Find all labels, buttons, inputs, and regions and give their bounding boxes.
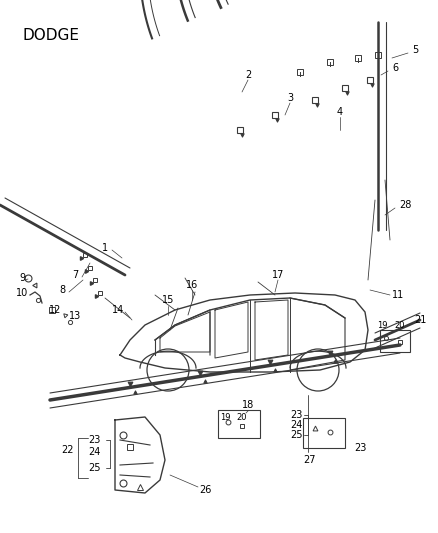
Text: 25: 25 [88, 463, 100, 473]
Text: 6: 6 [392, 63, 398, 73]
Text: 3: 3 [287, 93, 293, 103]
Text: 28: 28 [399, 200, 411, 210]
Text: 20: 20 [237, 414, 247, 423]
Text: 24: 24 [291, 420, 303, 430]
Text: 10: 10 [16, 288, 28, 298]
Text: 19: 19 [220, 414, 230, 423]
Bar [218, 410, 260, 438]
Text: 1: 1 [102, 243, 108, 253]
Bar [355, 55, 361, 61]
Text: DODGE: DODGE [22, 28, 79, 43]
Text: 23: 23 [88, 435, 100, 445]
Text: 7: 7 [72, 270, 78, 280]
Text: 16: 16 [186, 280, 198, 290]
Bar [380, 330, 410, 352]
Text: 4: 4 [337, 107, 343, 117]
Text: 11: 11 [392, 290, 404, 300]
Text: 24: 24 [88, 447, 100, 457]
Text: 2: 2 [245, 70, 251, 80]
Text: 18: 18 [242, 400, 254, 410]
Text: 26: 26 [199, 485, 211, 495]
Text: 21: 21 [414, 315, 426, 325]
Text: 23: 23 [354, 443, 366, 453]
Text: 14: 14 [112, 305, 124, 315]
Bar [297, 69, 303, 75]
Text: 23: 23 [291, 410, 303, 420]
Text: 8: 8 [59, 285, 65, 295]
Text: 19: 19 [377, 321, 387, 330]
Text: 27: 27 [304, 455, 316, 465]
Text: 22: 22 [62, 445, 74, 455]
Text: 5: 5 [412, 45, 418, 55]
Bar [303, 418, 345, 448]
Text: 9: 9 [19, 273, 25, 283]
Text: 12: 12 [49, 305, 61, 315]
Text: 17: 17 [272, 270, 284, 280]
Text: 20: 20 [395, 321, 405, 330]
Bar [327, 59, 333, 65]
Text: 25: 25 [290, 430, 303, 440]
Text: 13: 13 [69, 311, 81, 321]
Text: 15: 15 [162, 295, 174, 305]
Bar [375, 52, 381, 58]
